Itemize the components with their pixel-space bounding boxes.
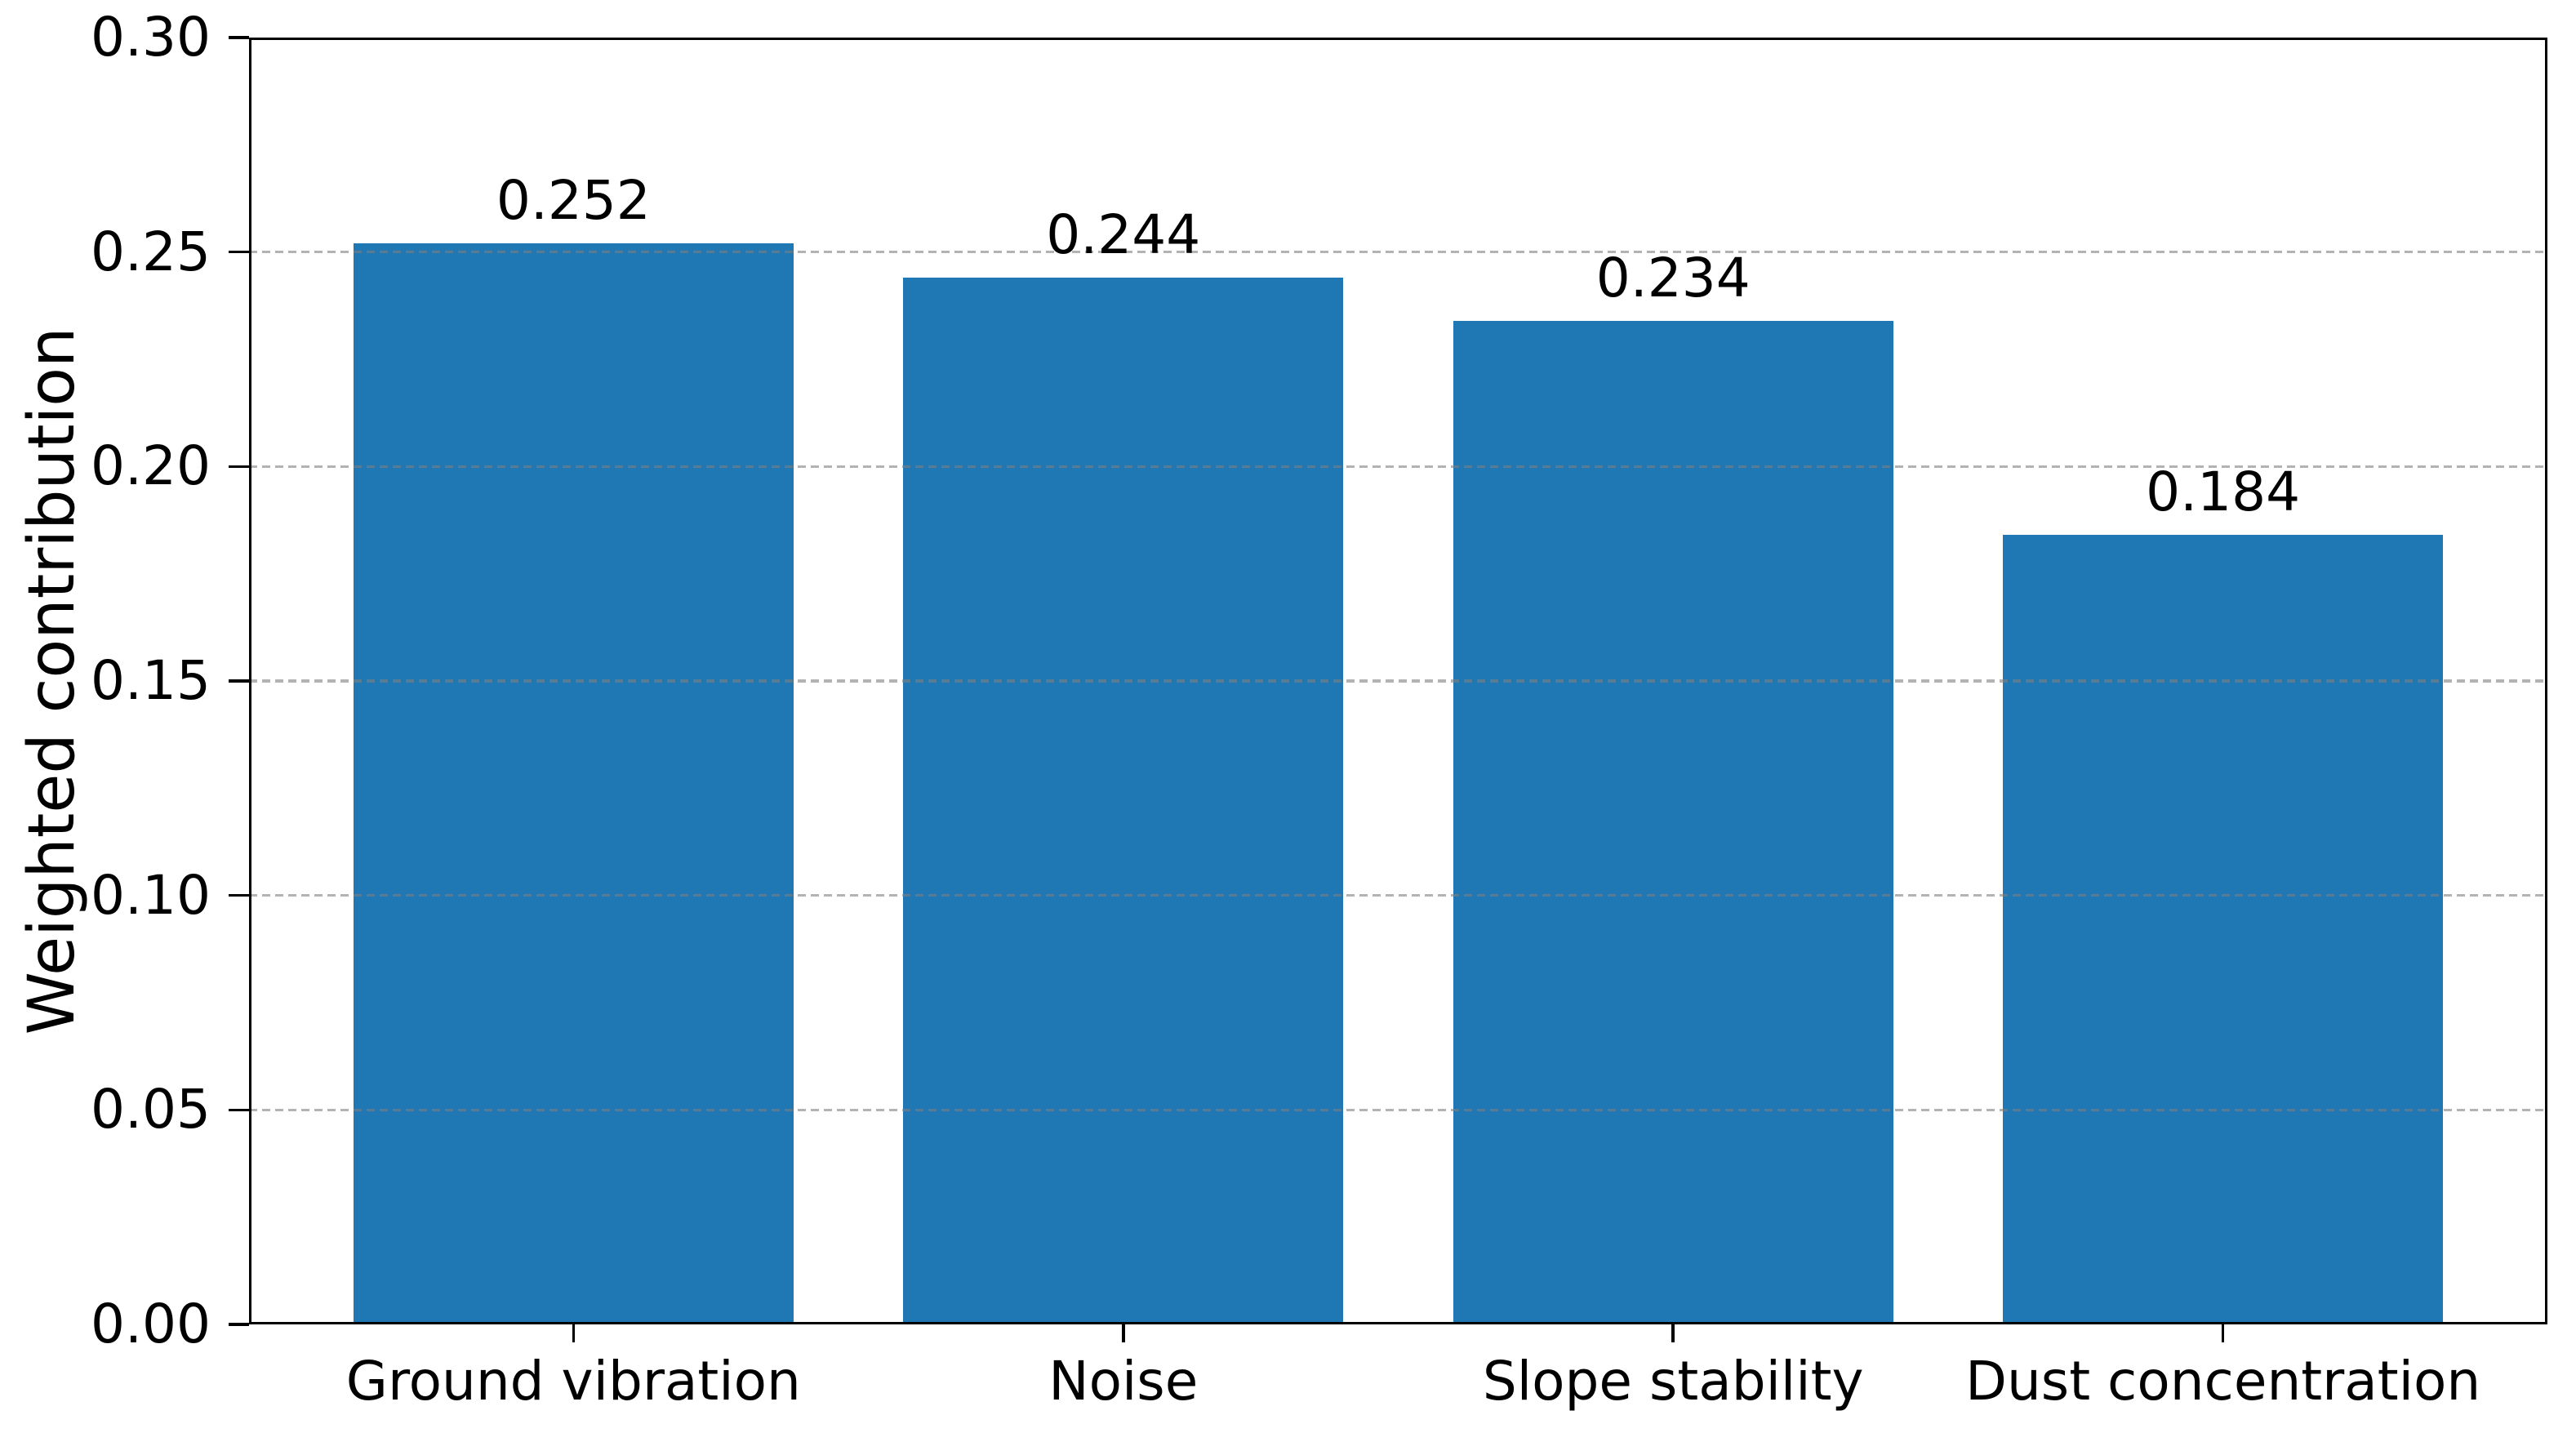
x-tick-mark <box>572 1324 576 1342</box>
bar <box>353 243 794 1324</box>
bar <box>903 278 1344 1324</box>
x-tick-label: Dust concentration <box>1965 1350 2481 1413</box>
y-tick-label: 0.20 <box>91 434 211 498</box>
y-tick-mark <box>229 679 249 683</box>
y-tick-label: 0.30 <box>91 6 211 69</box>
y-tick-mark <box>229 250 249 254</box>
bar <box>1453 320 1893 1324</box>
bar-value-label: 0.234 <box>1595 246 1751 309</box>
y-tick-label: 0.10 <box>91 863 211 927</box>
y-tick-label: 0.05 <box>91 1078 211 1142</box>
bar-value-label: 0.184 <box>2146 461 2301 524</box>
y-axis-label: Weighted contribution <box>16 327 89 1035</box>
gridline <box>249 679 2547 683</box>
x-tick-mark <box>1671 1324 1675 1342</box>
x-tick-label: Slope stability <box>1482 1350 1864 1413</box>
gridline <box>249 250 2547 254</box>
y-tick-mark <box>229 465 249 469</box>
y-tick-mark <box>229 1323 249 1326</box>
y-tick-label: 0.25 <box>91 220 211 283</box>
x-tick-label: Ground vibration <box>345 1350 801 1413</box>
y-tick-label: 0.00 <box>91 1293 211 1355</box>
x-tick-label: Noise <box>1048 1350 1199 1413</box>
bar <box>2003 535 2444 1324</box>
y-tick-mark <box>229 1108 249 1112</box>
x-tick-mark <box>2221 1324 2225 1342</box>
y-tick-mark <box>229 893 249 897</box>
bar-value-label: 0.252 <box>496 169 651 233</box>
gridline <box>249 465 2547 469</box>
bar-value-label: 0.244 <box>1046 203 1201 267</box>
y-tick-mark <box>229 36 249 39</box>
plot-area <box>249 38 2547 1324</box>
y-tick-label: 0.15 <box>91 649 211 712</box>
gridline <box>249 1108 2547 1112</box>
gridline <box>249 893 2547 897</box>
x-tick-mark <box>1122 1324 1125 1342</box>
